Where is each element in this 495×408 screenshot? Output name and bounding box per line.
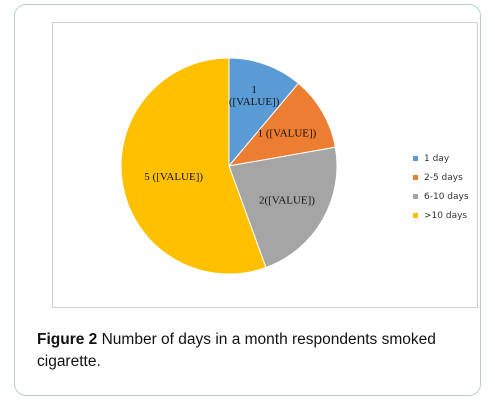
legend-swatch-1-day (413, 156, 418, 161)
legend-swatch-over-10-days (413, 213, 418, 218)
pie-slice-over-10-days (120, 57, 267, 275)
legend-label-2-5-days: 2-5 days (424, 172, 463, 183)
pie-chart: 1 ([VALUE]) 1 ([VALUE]) 2([VALUE]) 5 ([VALUE… (120, 57, 338, 275)
pie-slice-1-day (228, 57, 300, 168)
figure-frame: 1 ([VALUE]) 1 ([VALUE]) 2([VALUE]) 5 ([VALUE… (14, 4, 481, 396)
legend-item-over-10-days: >10 days (413, 206, 495, 225)
legend-label-6-10-days: 6-10 days (424, 191, 469, 202)
pie-slice-2-5-days (227, 82, 336, 167)
slice-label-over-10-days: 5 ([VALUE]) (144, 171, 203, 183)
slice-label-6-10-days: 2([VALUE]) (259, 194, 315, 206)
legend-label-1-day: 1 day (424, 153, 450, 164)
chart-area: 1 ([VALUE]) 1 ([VALUE]) 2([VALUE]) 5 ([VALUE… (52, 22, 478, 308)
slice-label-2-5-days: 1 ([VALUE]) (258, 128, 317, 140)
legend-swatch-6-10-days (413, 194, 418, 199)
chart-legend: 1 day 2-5 days 6-10 days >10 days (413, 149, 495, 225)
legend-item-2-5-days: 2-5 days (413, 168, 495, 187)
figure-caption: Figure 2 Number of days in a month respo… (37, 329, 487, 373)
legend-swatch-2-5-days (413, 175, 418, 180)
pie-slice-labels: 1 ([VALUE]) 1 ([VALUE]) 2([VALUE]) 5 ([VALUE… (144, 84, 316, 206)
slice-label-1-day: 1 ([VALUE]) (229, 84, 280, 108)
legend-label-over-10-days: >10 days (424, 210, 468, 221)
legend-item-6-10-days: 6-10 days (413, 187, 495, 206)
figure-label: Figure 2 (37, 331, 98, 348)
figure-caption-text: Number of days in a month respondents sm… (37, 331, 436, 370)
legend-item-1-day: 1 day (413, 149, 495, 168)
pie-slices (120, 57, 338, 275)
pie-slice-6-10-days (228, 146, 338, 269)
